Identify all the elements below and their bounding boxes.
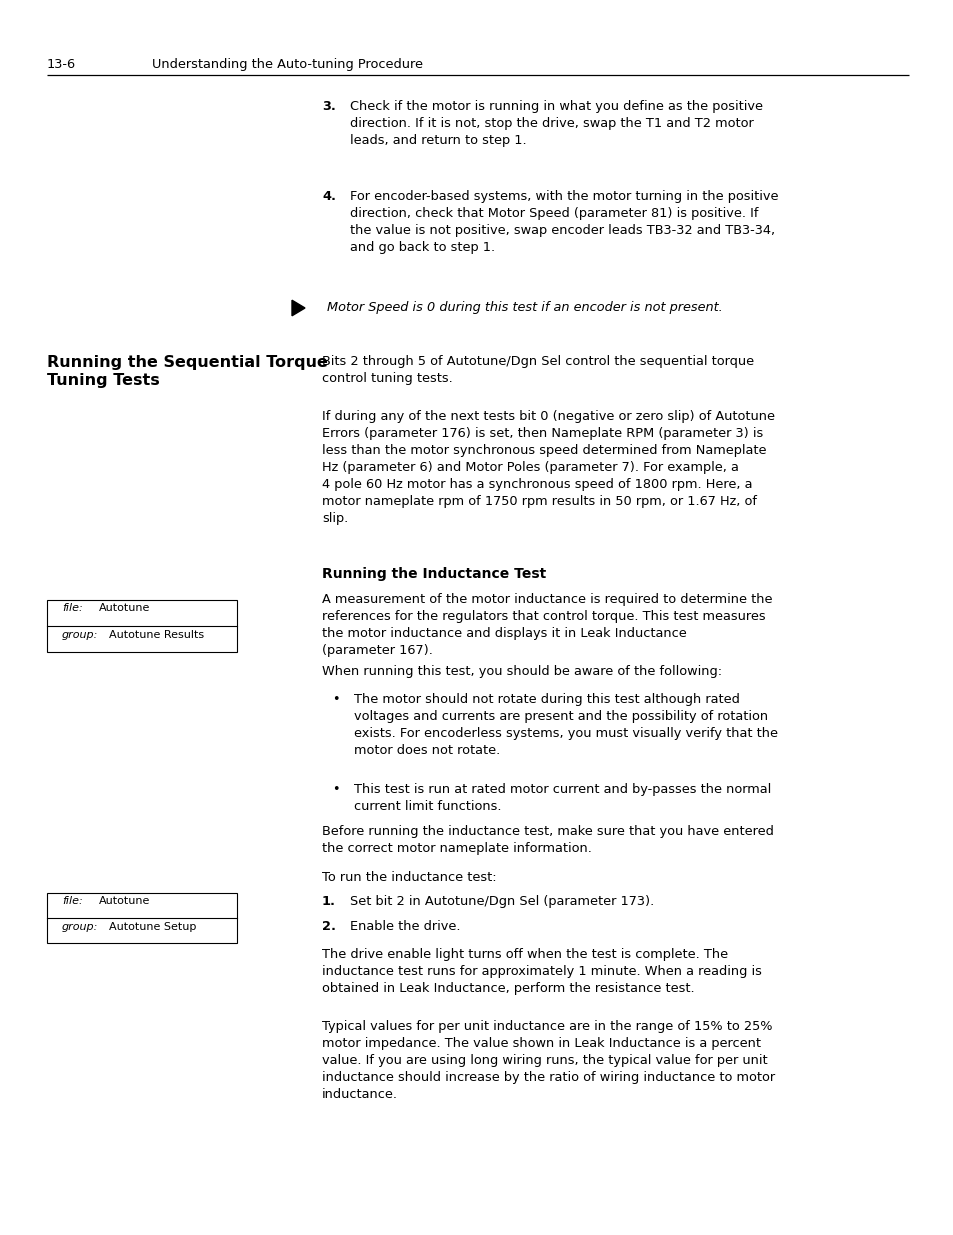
Text: The motor should not rotate during this test although rated
voltages and current: The motor should not rotate during this …	[354, 693, 778, 757]
Text: Autotune Setup: Autotune Setup	[109, 923, 196, 932]
Text: Before running the inductance test, make sure that you have entered
the correct : Before running the inductance test, make…	[322, 825, 773, 855]
Text: Understanding the Auto-tuning Procedure: Understanding the Auto-tuning Procedure	[152, 58, 422, 70]
Text: 1.: 1.	[322, 895, 335, 908]
Text: Autotune: Autotune	[99, 897, 151, 906]
Text: Motor Speed is 0 during this test if an encoder is not present.: Motor Speed is 0 during this test if an …	[327, 301, 722, 315]
Text: •: •	[332, 693, 339, 706]
Text: 4.: 4.	[322, 190, 335, 203]
Polygon shape	[292, 300, 305, 316]
Text: For encoder-based systems, with the motor turning in the positive
direction, che: For encoder-based systems, with the moto…	[350, 190, 778, 254]
Bar	[47, 600, 236, 652]
Text: A measurement of the motor inductance is required to determine the
references fo: A measurement of the motor inductance is…	[322, 593, 772, 657]
Text: Check if the motor is running in what you define as the positive
direction. If i: Check if the motor is running in what yo…	[350, 100, 762, 147]
Text: Bits 2 through 5 of Autotune/Dgn Sel control the sequential torque
control tunin: Bits 2 through 5 of Autotune/Dgn Sel con…	[322, 354, 753, 385]
Text: Enable the drive.: Enable the drive.	[350, 920, 460, 932]
Text: 3.: 3.	[322, 100, 335, 112]
Text: file:: file:	[62, 603, 83, 613]
Text: Autotune: Autotune	[99, 603, 151, 613]
Text: Running the Inductance Test: Running the Inductance Test	[322, 567, 546, 580]
Text: When running this test, you should be aware of the following:: When running this test, you should be aw…	[322, 664, 721, 678]
Text: group:: group:	[62, 630, 98, 640]
Text: group:: group:	[62, 923, 98, 932]
Text: The drive enable light turns off when the test is complete. The
inductance test : The drive enable light turns off when th…	[322, 948, 761, 995]
Text: 2.: 2.	[322, 920, 335, 932]
Text: If during any of the next tests bit 0 (negative or zero slip) of Autotune
Errors: If during any of the next tests bit 0 (n…	[322, 410, 774, 525]
Text: Set bit 2 in Autotune/Dgn Sel (parameter 173).: Set bit 2 in Autotune/Dgn Sel (parameter…	[350, 895, 654, 908]
Text: 13-6: 13-6	[47, 58, 76, 70]
Text: Autotune Results: Autotune Results	[109, 630, 204, 640]
Text: To run the inductance test:: To run the inductance test:	[322, 871, 497, 884]
Text: file:: file:	[62, 897, 83, 906]
Text: Running the Sequential Torque
Tuning Tests: Running the Sequential Torque Tuning Tes…	[47, 354, 328, 388]
Text: This test is run at rated motor current and by-passes the normal
current limit f: This test is run at rated motor current …	[354, 783, 770, 813]
Bar	[47, 893, 236, 944]
Text: •: •	[332, 783, 339, 797]
Text: Typical values for per unit inductance are in the range of 15% to 25%
motor impe: Typical values for per unit inductance a…	[322, 1020, 774, 1100]
